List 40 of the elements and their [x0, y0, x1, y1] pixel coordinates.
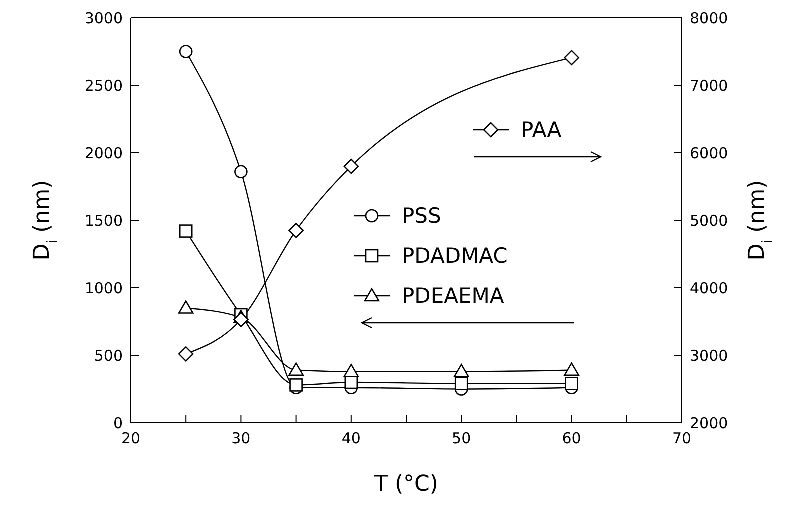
point: [178, 300, 194, 314]
x-axis-title: T (°C): [374, 472, 438, 497]
x-tick-label: 70: [672, 430, 692, 448]
legend-label: PDEAEMA: [402, 284, 504, 308]
x-tick-label: 40: [342, 430, 361, 448]
point: [454, 377, 468, 390]
y2-tick-label: 7000: [690, 76, 728, 95]
y2-tick-label: 2000: [690, 414, 728, 432]
point: [288, 362, 304, 376]
point: [454, 364, 470, 378]
x-tick-label: 60: [562, 430, 582, 448]
x-tick-label: 20: [121, 430, 141, 448]
x-tick-label: 30: [232, 430, 251, 448]
point: [564, 362, 580, 376]
point: [344, 158, 360, 174]
point: [178, 346, 194, 362]
y2-tick-label: 8000: [690, 9, 728, 28]
point: [565, 377, 578, 390]
point: [288, 222, 304, 238]
y2-tick-label: 3000: [690, 346, 728, 365]
y-tick-label: 0: [113, 414, 123, 432]
point: [179, 45, 193, 58]
y-tick-label: 2000: [84, 144, 123, 162]
point: [179, 224, 193, 238]
y2-tick-label: 5000: [690, 212, 728, 230]
y2-tick-label: 6000: [690, 144, 728, 162]
x-tick-label: 50: [452, 430, 472, 448]
point: [344, 364, 360, 378]
legend-label: PDADMAC: [402, 244, 508, 268]
y-tick-label: 1000: [84, 279, 123, 298]
y-tick-label: 2500: [84, 76, 123, 95]
y-tick-label: 1500: [84, 212, 123, 230]
y-tick-label: 500: [94, 346, 123, 365]
point: [564, 50, 580, 66]
legend-label: PSS: [402, 204, 442, 228]
y2-tick-label: 4000: [690, 279, 728, 298]
y-tick-label: 3000: [84, 9, 123, 28]
point: [234, 165, 248, 179]
point: [234, 312, 249, 328]
legend-label: PAA: [521, 118, 562, 142]
